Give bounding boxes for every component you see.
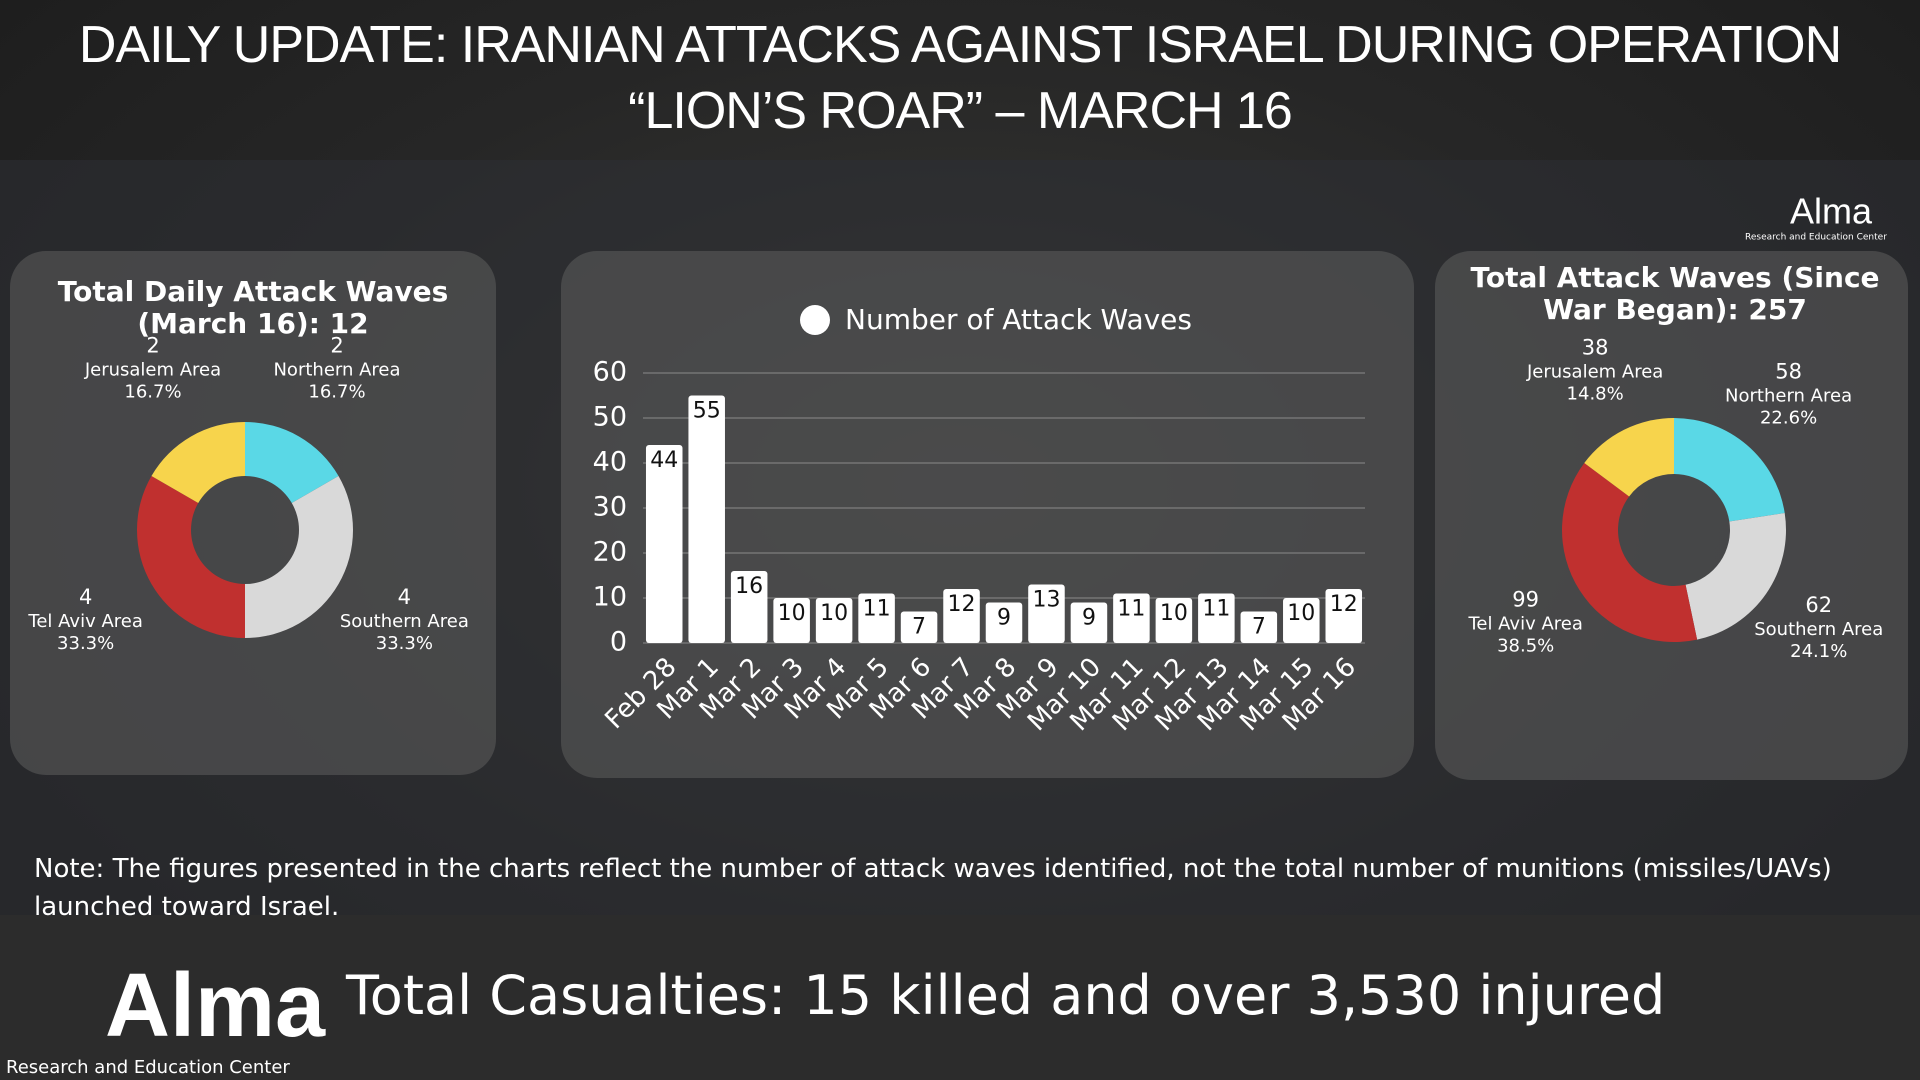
y-tick-label: 20 [593, 537, 627, 568]
bar [1240, 611, 1278, 643]
panel [561, 251, 1414, 778]
donut-slice [1562, 462, 1698, 642]
bar-value-label: 13 [1032, 588, 1060, 613]
bar-value-label: 55 [693, 399, 721, 424]
bar-value-label: 7 [912, 615, 926, 640]
donut-slice [245, 422, 339, 503]
chart-title: Total Daily Attack Waves (March 16): 12 [57, 275, 449, 340]
slice-percent: 33.3% [57, 633, 114, 654]
page-title: DAILY UPDATE: IRANIAN ATTACKS AGAINST IS… [78, 16, 1842, 140]
logo-small-subtitle: Research and Education Center [1745, 233, 1887, 243]
bar-value-label: 44 [650, 448, 678, 473]
slice-value: 99 [1512, 588, 1539, 612]
legend-label: Number of Attack Waves [845, 303, 1192, 336]
slice-percent: 22.6% [1760, 407, 1817, 428]
donut-slice [1584, 418, 1674, 497]
note: Note: The figures presented in the chart… [34, 854, 1832, 922]
logo: Alma [105, 956, 326, 1056]
bar [1113, 593, 1150, 643]
y-tick-label: 10 [593, 582, 627, 613]
bar-value-label: 10 [820, 601, 848, 626]
bar-value-label: 10 [1160, 601, 1188, 626]
bar-value-label: 11 [1202, 597, 1230, 622]
bar [943, 589, 980, 643]
slice-label: Jerusalem Area [1526, 362, 1663, 383]
slice-label: Northern Area [1725, 385, 1852, 406]
footer-band [0, 915, 1920, 1080]
slice-percent: 14.8% [1567, 384, 1624, 405]
bar [1198, 593, 1235, 643]
bar [900, 611, 938, 643]
slice-percent: 16.7% [124, 382, 181, 403]
slice-percent: 16.7% [308, 382, 365, 403]
slice-label: Tel Aviv Area [27, 611, 142, 632]
bar-value-label: 11 [1117, 597, 1145, 622]
bar-value-label: 16 [735, 574, 763, 599]
bar [1028, 584, 1065, 643]
slice-label: Southern Area [340, 611, 469, 632]
logo-subtitle: Research and Education Center [6, 1057, 290, 1078]
bar-value-label: 11 [863, 597, 891, 622]
slice-value: 2 [146, 334, 159, 358]
donut-slice [1674, 418, 1785, 522]
slice-label: Jerusalem Area [84, 360, 221, 381]
bar-value-label: 9 [1082, 606, 1096, 631]
panel [10, 251, 496, 775]
bar-value-label: 10 [778, 601, 806, 626]
bar [773, 598, 810, 643]
bar-value-label: 7 [1252, 615, 1266, 640]
y-tick-label: 30 [593, 492, 627, 523]
bar [1283, 598, 1320, 643]
logo-small: Alma [1790, 191, 1873, 232]
y-tick-label: 0 [610, 627, 627, 658]
bar [1155, 598, 1193, 643]
y-tick-label: 40 [593, 447, 627, 478]
bar [858, 593, 895, 643]
bar [645, 445, 683, 643]
bar-value-label: 12 [1330, 592, 1358, 617]
slice-value: 2 [330, 334, 343, 358]
y-tick-label: 60 [593, 357, 627, 388]
slice-value: 38 [1582, 336, 1609, 360]
bar [1070, 602, 1108, 643]
bar [815, 598, 853, 643]
slice-percent: 24.1% [1790, 641, 1847, 662]
slice-label: Southern Area [1754, 619, 1883, 640]
donut-slice [136, 476, 245, 638]
bar-value-label: 9 [997, 606, 1011, 631]
donut-slice [151, 422, 245, 503]
slice-label: Northern Area [273, 360, 400, 381]
bar-value-label: 12 [948, 592, 976, 617]
bar [985, 602, 1023, 643]
slice-label: Tel Aviv Area [1467, 614, 1582, 635]
slice-value: 4 [398, 585, 411, 609]
chart-title: Total Attack Waves (Since War Began): 25… [1470, 261, 1880, 326]
slice-percent: 33.3% [376, 633, 433, 654]
bar [730, 571, 768, 643]
legend-marker [800, 305, 830, 335]
donut-slice [1685, 512, 1786, 640]
casualties: Total Casualties: 15 killed and over 3,5… [346, 964, 1666, 1027]
y-tick-label: 50 [593, 402, 627, 433]
bar-value-label: 10 [1287, 601, 1315, 626]
bar [688, 395, 725, 643]
slice-value: 4 [79, 585, 92, 609]
donut-slice [245, 476, 353, 638]
slice-value: 62 [1805, 593, 1832, 617]
bar [1325, 589, 1363, 643]
slice-percent: 38.5% [1497, 636, 1554, 657]
panel [1435, 251, 1908, 780]
slice-value: 58 [1775, 359, 1802, 383]
